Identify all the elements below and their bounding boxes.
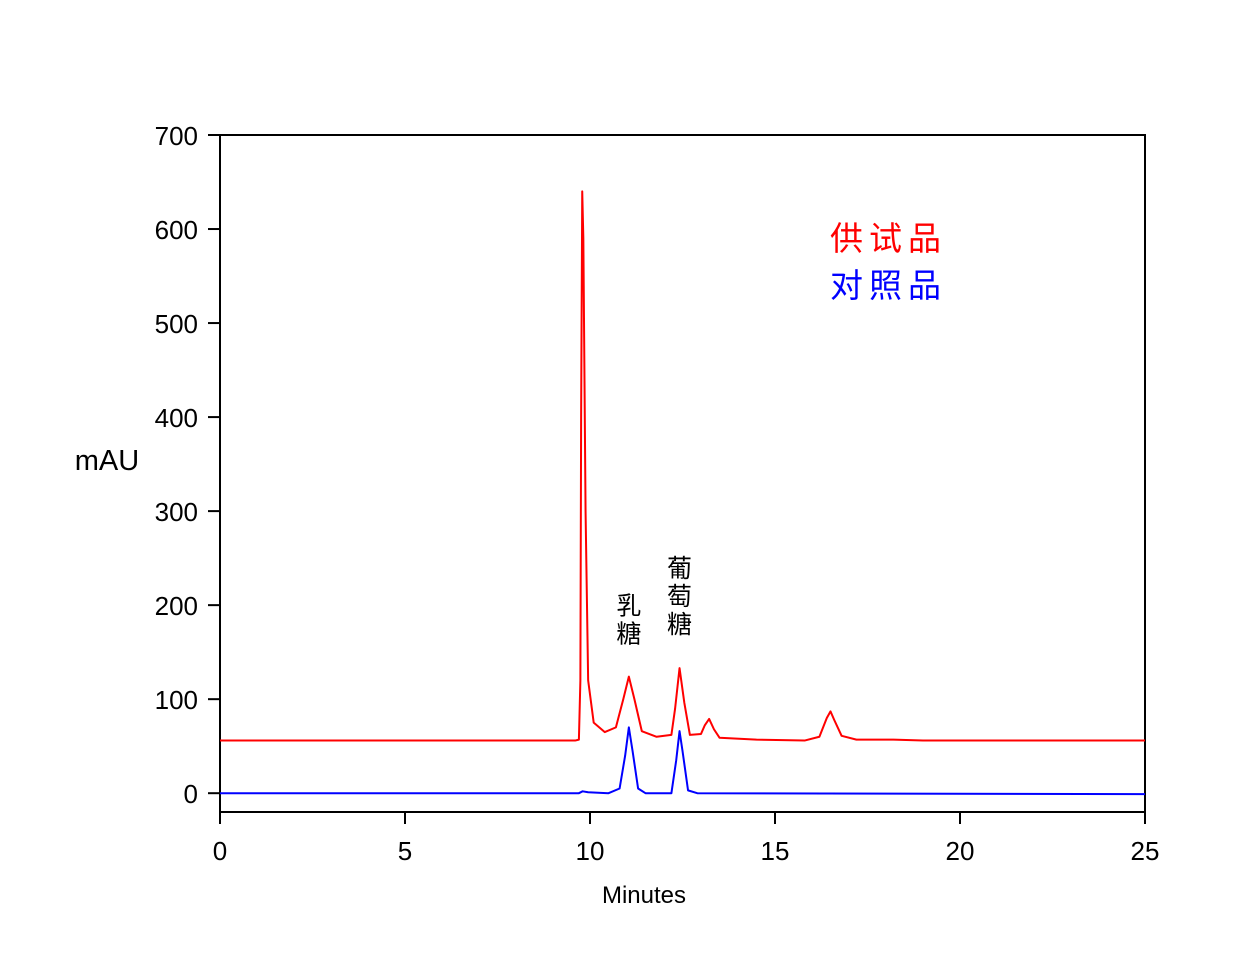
peak-annotation: 乳糖 (616, 592, 641, 649)
series-line-reference (220, 726, 1146, 796)
peak-annotation-char: 糖 (667, 610, 692, 639)
x-tick-label: 20 (946, 836, 975, 866)
legend-item-sample: 供试品 (830, 219, 947, 258)
y-tick-label: 100 (155, 685, 198, 715)
y-tick-label: 700 (155, 121, 198, 151)
x-tick-label: 25 (1131, 836, 1160, 866)
y-axis-label: mAU (75, 445, 139, 477)
series-line-sample (220, 190, 1145, 742)
y-tick-label: 500 (155, 309, 198, 339)
x-tick-label: 5 (398, 836, 412, 866)
y-tick-label: 300 (155, 497, 198, 527)
peak-annotation-char: 乳 (616, 592, 641, 621)
y-tick-label: 600 (155, 215, 198, 245)
peak-annotation-char: 葡 (667, 554, 692, 583)
legend: 供试品 对照品 (830, 219, 947, 305)
x-tick-label: 15 (761, 836, 790, 866)
x-tick-label: 10 (576, 836, 605, 866)
legend-item-reference: 对照品 (830, 266, 947, 305)
y-tick-label: 0 (184, 779, 198, 809)
x-tick-label: 0 (213, 836, 227, 866)
axis-layer: 0 100 200 300 400 500 600 700 0 5 10 15 20 25 (155, 121, 1160, 866)
peak-annotation-char: 糖 (616, 620, 641, 649)
y-tick-label: 200 (155, 591, 198, 621)
peak-annotation-char: 萄 (667, 582, 692, 611)
y-tick-label: 400 (155, 403, 198, 433)
x-axis-label: Minutes (602, 882, 686, 909)
plot-frame (219, 134, 1146, 813)
peak-annotation: 葡萄糖 (667, 554, 692, 639)
series-layer (220, 190, 1146, 796)
